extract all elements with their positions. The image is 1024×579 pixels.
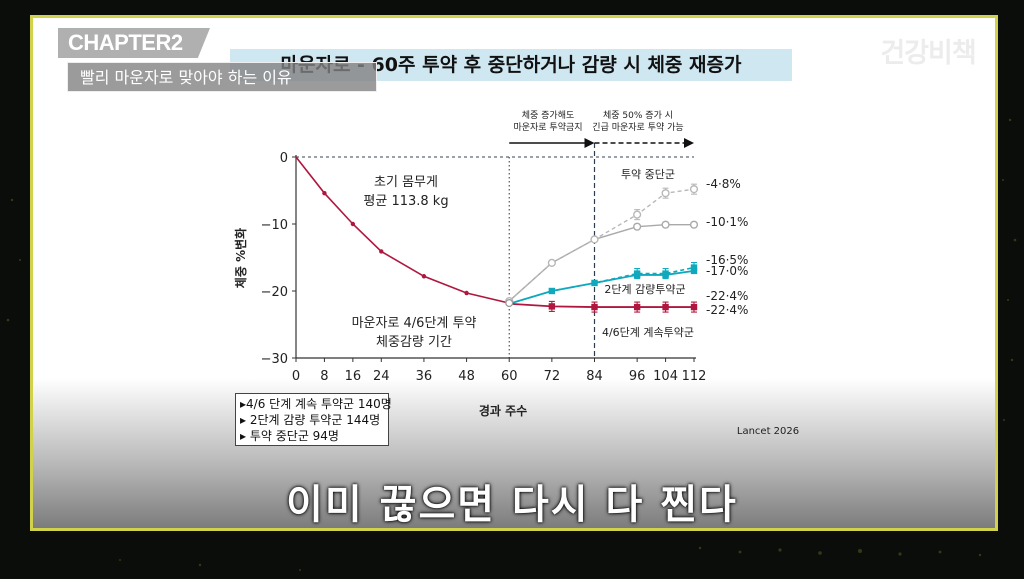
series-stopped-dashed-point (689, 185, 699, 194)
series-stopped-solid-point (689, 220, 699, 229)
series-continued-point (548, 303, 556, 310)
arrow2-head (684, 138, 694, 148)
x-tick-label: 8 (320, 369, 328, 384)
series-reduced-point (548, 287, 556, 295)
period-note-1: 마운자로 4/6단계 투약 (352, 316, 477, 331)
arrow2-label-1: 체중 50% 증가 시 (603, 110, 673, 121)
series-stopped-dashed-point (547, 258, 556, 267)
arrow1-label-2: 마운자로 투약금지 (513, 121, 582, 133)
y-tick-label: −10 (261, 218, 288, 233)
arrow1-head (584, 138, 595, 148)
lead-in-point (464, 290, 469, 296)
bottom-fade (33, 378, 995, 528)
video-subtitle: 빨리 마운자로 맞아야 하는 이유 (67, 62, 377, 92)
x-tick-label: 16 (345, 369, 362, 384)
group-label-reduced: 2단계 감량투약군 (604, 282, 685, 296)
arrow2-label-2: 긴급 마운자로 투약 가능 (592, 121, 683, 133)
lead-in-point (379, 249, 384, 254)
lead-in-point (322, 190, 327, 196)
series-stopped-solid-point (661, 220, 670, 229)
series-continued-point (591, 303, 598, 311)
channel-logo: 건강비책 (880, 38, 976, 69)
end-label-5: -22·4% (706, 303, 748, 317)
series-stopped-solid-line (508, 223, 694, 302)
x-tick-label: 60 (501, 369, 518, 384)
series-continued-point (662, 303, 669, 311)
legend: ▸4/6 단계 계속 투약군 140명 ▸ 2단계 감량 투약군 144명 ▸ … (235, 393, 392, 446)
end-label-1: -16·5% (706, 253, 748, 267)
x-tick-label: 48 (458, 369, 475, 384)
lead-in-point (350, 221, 356, 227)
x-axis-label: 경과 주수 (479, 403, 527, 418)
series-reduced-dashed-point (662, 270, 669, 277)
group-label-continued: 4/6단계 계속투약군 (602, 325, 694, 339)
end-label-2: -17·0% (706, 264, 748, 278)
series-stopped-dashed-point (661, 189, 670, 198)
x-tick-label: 104 (653, 369, 678, 384)
y-tick-label: −30 (261, 352, 288, 367)
x-tick-label: 36 (416, 369, 433, 384)
series-stopped-dashed-point (590, 235, 599, 244)
series-reduced-point (591, 279, 598, 287)
x-tick-label: 84 (586, 369, 603, 384)
chapter-badge: CHAPTER2 (58, 28, 210, 58)
x-tick-label: 0 (292, 369, 300, 384)
group-label-stopped: 투약 중단군 (621, 167, 675, 181)
series-continued-point (633, 303, 641, 311)
legend-item-stopped: ▸ 투약 중단군 94명 (240, 429, 339, 443)
x-tick-label: 112 (682, 369, 707, 384)
series-stopped-solid-point (633, 222, 642, 231)
lead-in-point (421, 274, 427, 279)
series-continued-line (509, 302, 694, 308)
x-tick-label: 24 (373, 369, 390, 384)
baseline-note-2: 평균 113.8 kg (363, 194, 448, 209)
slide-frame (30, 15, 998, 531)
series-stopped-dashed-point (633, 210, 642, 219)
series-reduced-dashed-line (508, 266, 695, 305)
x-tick-label: 72 (544, 369, 561, 384)
series-continued-point (690, 303, 698, 311)
arrow1-label-1: 체중 증가해도 (522, 110, 575, 121)
end-label-4: -10·1% (706, 215, 748, 229)
x-tick-label: 96 (629, 369, 646, 384)
legend-item-reduced: ▸ 2단계 감량 투약군 144명 (240, 413, 381, 427)
baseline-note-1: 초기 몸무게 (374, 175, 438, 190)
video-caption: 이미 끊으면 다시 다 찐다 (286, 482, 738, 528)
end-label-0: -22·4% (706, 289, 748, 303)
y-tick-label: 0 (280, 151, 288, 166)
y-tick-label: −20 (261, 285, 288, 300)
period-note-2: 체중감량 기간 (376, 335, 452, 350)
week60-junction-point (505, 299, 514, 308)
source-label: Lancet 2026 (737, 426, 799, 437)
end-label-3: -4·8% (706, 177, 741, 191)
y-axis-label: 체중 %변화 (233, 228, 248, 288)
series-reduced-dashed-point (690, 264, 698, 271)
series-reduced-point (690, 267, 698, 275)
series-reduced-dashed-point (633, 270, 641, 277)
legend-item-continued: ▸4/6 단계 계속 투약군 140명 (240, 397, 392, 411)
